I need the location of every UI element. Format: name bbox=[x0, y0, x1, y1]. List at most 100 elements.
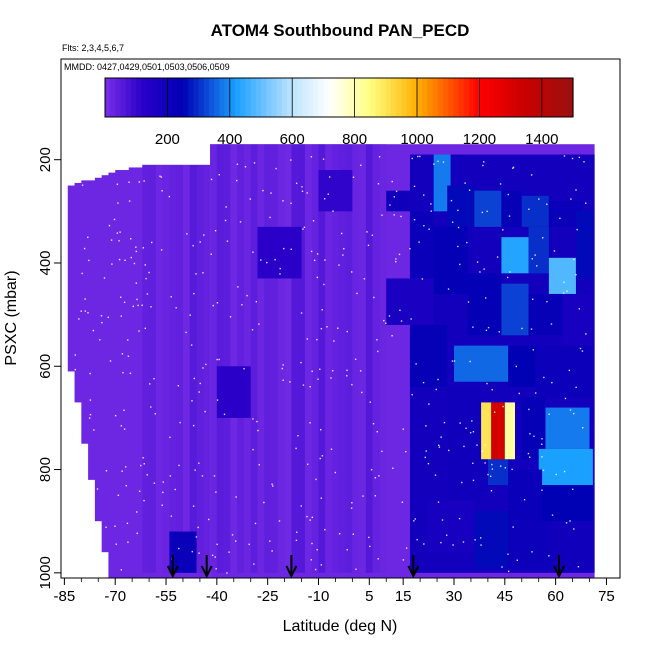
y-tick-label: 400 bbox=[37, 250, 54, 275]
sample-point bbox=[482, 164, 484, 167]
sample-point bbox=[123, 428, 126, 430]
sample-point bbox=[215, 568, 217, 570]
sample-point bbox=[351, 502, 353, 504]
sample-point bbox=[451, 221, 454, 223]
data-cell bbox=[562, 293, 593, 346]
sample-point bbox=[116, 232, 119, 234]
sample-point bbox=[226, 572, 228, 574]
band-cell bbox=[250, 144, 258, 573]
sample-point bbox=[195, 273, 197, 275]
x-axis-label: Latitude (deg N) bbox=[283, 618, 398, 635]
colorbar-segment bbox=[406, 78, 413, 117]
sample-point bbox=[76, 564, 78, 566]
sample-point bbox=[532, 349, 535, 351]
data-cell bbox=[433, 154, 451, 212]
background-cell bbox=[108, 172, 116, 578]
sample-point bbox=[499, 465, 502, 467]
sample-point bbox=[130, 238, 132, 240]
y-tick-label: 600 bbox=[37, 354, 54, 379]
sample-point bbox=[290, 248, 292, 251]
colorbar-segment bbox=[245, 78, 252, 117]
colorbar-segment bbox=[495, 78, 501, 117]
sample-point bbox=[129, 372, 132, 374]
sample-point bbox=[144, 264, 146, 266]
sample-point bbox=[216, 543, 218, 546]
profile-arrow-head bbox=[166, 565, 179, 579]
band-cell bbox=[142, 164, 150, 573]
sample-point bbox=[376, 431, 378, 433]
colorbar-segment bbox=[385, 78, 392, 117]
sample-point bbox=[546, 203, 548, 205]
sample-point bbox=[195, 536, 198, 538]
sample-point bbox=[575, 273, 577, 276]
sample-point bbox=[423, 194, 425, 196]
band-cell bbox=[176, 164, 183, 573]
colorbar-segment bbox=[536, 78, 543, 117]
sample-point bbox=[127, 541, 129, 543]
sample-point bbox=[437, 501, 440, 503]
band-cell bbox=[162, 164, 170, 573]
band-cell bbox=[345, 144, 353, 573]
background-cell bbox=[81, 180, 89, 444]
y-axis: 200 400 600 800 1000 bbox=[37, 147, 61, 590]
band-cell bbox=[352, 144, 360, 573]
band-cell bbox=[155, 164, 163, 573]
colorbar-segment bbox=[531, 78, 538, 117]
sample-point bbox=[263, 501, 265, 504]
sample-point bbox=[374, 495, 377, 497]
sample-point bbox=[437, 160, 439, 163]
sample-point bbox=[306, 192, 308, 194]
colorbar-segment bbox=[500, 78, 506, 117]
colorbar-segment bbox=[437, 78, 444, 117]
sample-point bbox=[89, 413, 92, 416]
sample-point bbox=[391, 335, 393, 337]
sample-point bbox=[185, 331, 187, 334]
background-cell bbox=[88, 180, 96, 480]
sample-point bbox=[340, 232, 343, 235]
sample-point bbox=[226, 240, 229, 242]
band-cell bbox=[359, 144, 366, 573]
band-cell bbox=[257, 144, 265, 573]
sample-point bbox=[118, 240, 120, 242]
sample-point bbox=[493, 411, 496, 413]
sample-point bbox=[281, 367, 283, 370]
sample-point bbox=[393, 196, 396, 198]
sample-point bbox=[251, 329, 254, 331]
sample-point bbox=[316, 276, 319, 279]
sample-point bbox=[515, 365, 518, 368]
sample-point bbox=[483, 268, 485, 270]
sample-point bbox=[236, 179, 238, 182]
sample-point bbox=[121, 470, 123, 472]
profile-arrow-head bbox=[200, 565, 213, 579]
sample-point bbox=[518, 392, 521, 395]
colorbar-segment bbox=[505, 78, 512, 117]
sample-point bbox=[467, 301, 470, 303]
x-tick-label: -70 bbox=[104, 588, 126, 605]
sample-point bbox=[322, 158, 325, 160]
sample-point bbox=[256, 420, 258, 423]
sample-point bbox=[476, 444, 478, 446]
background-cell bbox=[128, 167, 143, 578]
sample-point bbox=[498, 331, 501, 333]
sample-point bbox=[91, 506, 94, 508]
sample-point bbox=[279, 267, 281, 270]
sample-point bbox=[541, 438, 543, 440]
colorbar-segment bbox=[328, 78, 335, 117]
sample-point bbox=[101, 321, 103, 324]
sample-point bbox=[350, 271, 353, 273]
sample-point bbox=[290, 159, 292, 161]
sample-point bbox=[548, 555, 550, 557]
sample-point bbox=[179, 421, 181, 424]
sample-point bbox=[370, 469, 373, 471]
band-cell bbox=[332, 144, 339, 573]
band-cell bbox=[338, 144, 346, 573]
sample-point bbox=[313, 259, 316, 262]
sample-point bbox=[84, 298, 86, 300]
sample-point bbox=[374, 477, 377, 479]
colorbar-segment bbox=[292, 78, 298, 117]
sample-point bbox=[320, 428, 322, 431]
sample-point bbox=[428, 403, 430, 405]
sample-point bbox=[372, 422, 375, 425]
sample-point bbox=[334, 471, 337, 474]
data-cell bbox=[548, 521, 593, 568]
